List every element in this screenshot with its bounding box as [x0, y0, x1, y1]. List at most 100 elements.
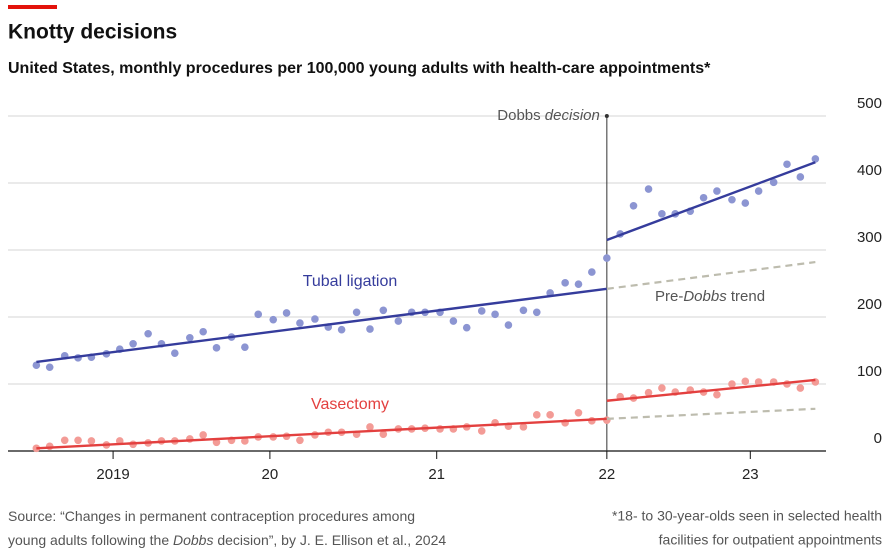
text-part: Pre-: [655, 288, 683, 305]
dot: [477, 307, 486, 315]
trend-label: Pre-Dobbs trend: [655, 288, 765, 305]
dot: [658, 210, 666, 218]
chart-title: Knotty decisions: [8, 21, 177, 44]
dot: [629, 201, 638, 210]
dot: [713, 390, 721, 399]
dot: [269, 315, 278, 324]
dot: [532, 308, 541, 317]
source-line: Source: “Changes in permanent contracept…: [8, 508, 415, 524]
dot: [32, 361, 41, 370]
dot: [144, 329, 152, 338]
dot: [60, 436, 69, 445]
text-part: decision”, by J. E. Ellison et al., 2024: [213, 532, 446, 548]
dot: [699, 193, 708, 202]
dot: [87, 437, 96, 445]
y-tick-label: 0: [874, 430, 882, 447]
dot: [241, 343, 249, 351]
dot: [366, 325, 374, 333]
dot: [199, 327, 207, 336]
dot: [74, 436, 82, 445]
series-label: Vasectomy: [311, 396, 389, 413]
dot: [741, 377, 750, 386]
dot: [644, 185, 653, 193]
dot: [504, 321, 513, 329]
event-dot: [604, 114, 609, 118]
dot: [282, 309, 291, 317]
text-part: Dobbs: [497, 107, 540, 124]
dot: [754, 378, 763, 386]
dot: [212, 438, 221, 447]
dot: [477, 427, 486, 435]
dot: [212, 344, 221, 352]
x-tick-label: 22: [599, 466, 616, 483]
dot: [519, 306, 528, 315]
y-tick-label: 400: [857, 162, 882, 179]
dot: [728, 195, 736, 204]
dot: [394, 317, 403, 325]
x-tick-label: 21: [428, 466, 445, 483]
text-part: young adults following the: [8, 532, 173, 548]
dot: [366, 423, 374, 431]
text-part: decision: [541, 107, 600, 124]
dot: [519, 423, 528, 431]
dot: [561, 279, 569, 287]
fit-line: [606, 378, 816, 402]
dot: [241, 437, 249, 445]
fit-line: [36, 417, 607, 450]
dot: [532, 411, 541, 419]
chart-subtitle: United States, monthly procedures per 10…: [8, 60, 711, 77]
x-tick-label: 23: [742, 466, 759, 483]
dot: [337, 325, 346, 334]
dot: [199, 431, 207, 439]
text-part: Dobbs: [683, 288, 727, 305]
fit-line: [36, 287, 607, 364]
dot: [45, 363, 54, 372]
y-tick-label: 100: [857, 363, 882, 380]
trend-line: [606, 260, 816, 290]
text-part: Source: “Changes in permanent contracept…: [8, 508, 415, 524]
event-label: Dobbs decision: [497, 107, 600, 124]
dot: [186, 333, 194, 342]
dot: [462, 323, 471, 332]
dot: [491, 310, 499, 319]
dot: [379, 430, 388, 439]
text-part: trend: [727, 288, 765, 305]
dot: [449, 317, 458, 325]
dot: [728, 380, 736, 388]
y-tick-label: 500: [857, 95, 882, 112]
dot: [658, 384, 666, 392]
dot: [603, 254, 611, 262]
dot: [796, 173, 805, 181]
dot: [603, 416, 611, 424]
dot: [754, 187, 763, 195]
dot: [574, 409, 583, 417]
dot: [254, 310, 263, 319]
brand-bar: [8, 5, 57, 9]
dot: [769, 178, 778, 187]
dot: [783, 160, 791, 169]
source-line: young adults following the Dobbs decisio…: [8, 532, 446, 548]
dot: [574, 280, 583, 288]
note-line: facilities for outpatient appointments: [659, 532, 882, 548]
fit-line: [606, 161, 816, 242]
dot: [741, 199, 750, 207]
dot: [546, 411, 554, 419]
y-tick-label: 300: [857, 229, 882, 246]
dot: [644, 388, 653, 397]
series-label: Tubal ligation: [303, 273, 398, 290]
dot: [296, 319, 304, 327]
note-line: *18- to 30-year-olds seen in selected he…: [612, 508, 882, 524]
dot: [352, 308, 361, 317]
dot: [713, 187, 721, 195]
dot: [811, 155, 820, 163]
dot: [588, 268, 596, 276]
dot: [129, 340, 137, 348]
x-tick-label: 2019: [96, 466, 129, 483]
text-part: Dobbs: [173, 532, 213, 548]
dot: [311, 315, 319, 323]
trend-line: [606, 407, 816, 420]
dot: [171, 349, 179, 357]
dot: [796, 384, 805, 392]
x-tick-label: 20: [262, 466, 279, 483]
